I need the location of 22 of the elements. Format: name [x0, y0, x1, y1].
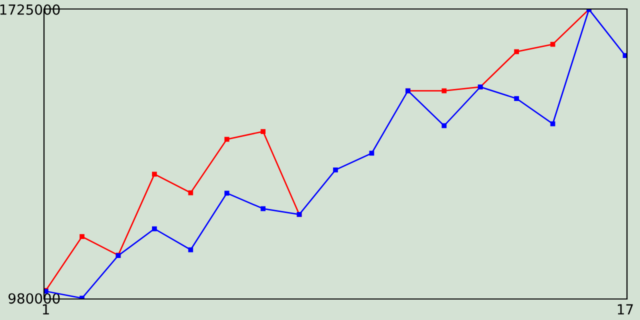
- point: [152, 172, 157, 177]
- point: [550, 42, 556, 47]
- point: [260, 206, 266, 212]
- y-tick-label: 1725000: [0, 4, 60, 15]
- point: [333, 167, 338, 172]
- point: [224, 136, 230, 142]
- point: [514, 96, 519, 101]
- point: [80, 234, 84, 240]
- point: [152, 226, 157, 232]
- point: [442, 88, 447, 94]
- point: [550, 121, 556, 126]
- point: [224, 190, 230, 196]
- point: [369, 150, 374, 156]
- point: [260, 129, 266, 134]
- point: [442, 123, 447, 128]
- point: [514, 49, 519, 54]
- x-tick-label: 1: [42, 304, 49, 314]
- point: [188, 190, 194, 196]
- point: [622, 53, 627, 58]
- y-tick-label: 980000: [8, 293, 60, 304]
- point: [188, 247, 194, 252]
- x-tick-label: 17: [618, 304, 633, 314]
